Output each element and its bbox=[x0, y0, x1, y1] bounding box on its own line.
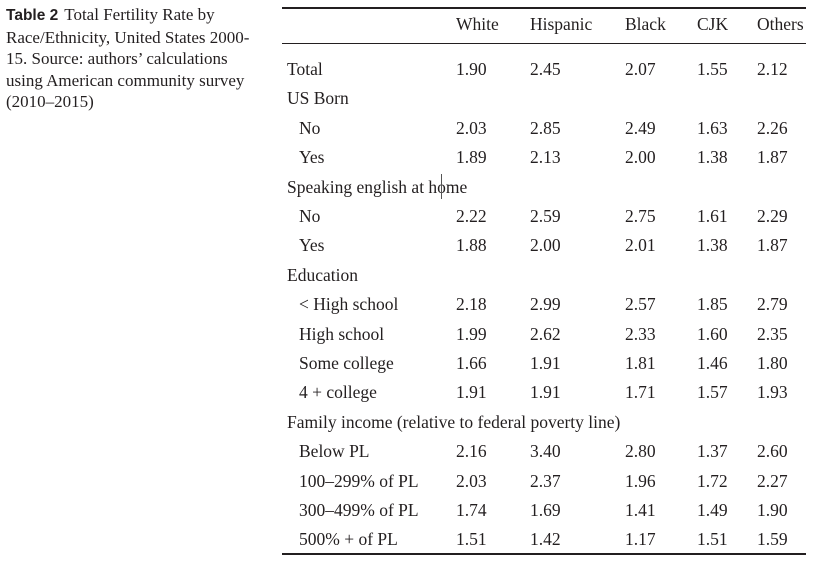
table-cell: 2.79 bbox=[757, 294, 788, 315]
table-cell: 1.63 bbox=[697, 117, 728, 138]
table-cell: 2.00 bbox=[625, 147, 656, 168]
column-header: Black bbox=[625, 14, 666, 34]
table-cell: 2.26 bbox=[757, 117, 788, 138]
table-cell: 2.01 bbox=[625, 235, 656, 256]
table-cell: 2.00 bbox=[530, 235, 561, 256]
table-top-rule bbox=[282, 7, 806, 9]
column-header: Others bbox=[757, 14, 804, 34]
table-cell: 1.51 bbox=[697, 529, 728, 550]
table-cell: 2.35 bbox=[757, 323, 788, 344]
table-cell: 2.27 bbox=[757, 470, 788, 491]
table-cell: 1.55 bbox=[697, 59, 728, 79]
section-heading: Education bbox=[287, 264, 358, 285]
table-cell: 1.37 bbox=[697, 441, 728, 462]
table-cell: 2.59 bbox=[530, 206, 561, 226]
table-cell: 1.46 bbox=[697, 353, 728, 373]
table-cell: 2.57 bbox=[625, 294, 656, 315]
row-label: Yes bbox=[299, 147, 325, 168]
row-label: 100–299% of PL bbox=[299, 470, 419, 491]
table-cell: 2.29 bbox=[757, 206, 788, 226]
table-cell: 2.60 bbox=[757, 441, 788, 462]
text-cursor bbox=[441, 174, 442, 199]
row-label: Yes bbox=[299, 235, 325, 256]
section-heading: Speaking english at home bbox=[287, 176, 468, 197]
table-cell: 2.12 bbox=[757, 59, 788, 79]
table-cell: 1.59 bbox=[757, 529, 788, 550]
table-caption: Table 2 Total Fertility Rate by Race/Ethn… bbox=[6, 4, 268, 113]
column-header: White bbox=[456, 14, 499, 34]
table-cell: 1.60 bbox=[697, 323, 728, 344]
row-label: High school bbox=[299, 323, 385, 344]
table-cell: 1.88 bbox=[456, 235, 487, 256]
table-cell: 2.62 bbox=[530, 323, 561, 344]
column-header: CJK bbox=[697, 14, 729, 34]
table-cell: 2.03 bbox=[456, 117, 487, 138]
table-cell: 1.85 bbox=[697, 294, 728, 315]
table-cell: 1.90 bbox=[757, 500, 788, 520]
row-label: No bbox=[299, 206, 321, 226]
table-cell: 1.80 bbox=[757, 353, 788, 373]
table-cell: 1.17 bbox=[625, 529, 656, 550]
table-cell: 2.16 bbox=[456, 441, 487, 462]
table-cell: 1.38 bbox=[697, 235, 728, 256]
table-cell: 2.80 bbox=[625, 441, 656, 462]
table-cell: 2.75 bbox=[625, 206, 656, 226]
table-cell: 2.99 bbox=[530, 294, 561, 315]
table-cell: 1.38 bbox=[697, 147, 728, 168]
table-cell: 1.72 bbox=[697, 470, 728, 491]
table-cell: 2.45 bbox=[530, 59, 561, 79]
row-label: 500% + of PL bbox=[299, 529, 398, 550]
table-cell: 2.33 bbox=[625, 323, 656, 344]
row-label: Below PL bbox=[299, 441, 370, 462]
table-cell: 1.87 bbox=[757, 147, 788, 168]
table-cell: 1.91 bbox=[530, 382, 561, 403]
table-cell: 1.91 bbox=[530, 353, 561, 373]
table-cell: 1.91 bbox=[456, 382, 487, 403]
section-heading: US Born bbox=[287, 88, 349, 109]
table-cell: 1.81 bbox=[625, 353, 656, 373]
row-label: 4 + college bbox=[299, 382, 377, 403]
column-header: Hispanic bbox=[530, 14, 593, 34]
table-cell: 2.03 bbox=[456, 470, 487, 491]
table-cell: 1.69 bbox=[530, 500, 561, 520]
table-cell: 2.07 bbox=[625, 59, 656, 79]
table-cell: 1.71 bbox=[625, 382, 656, 403]
table-cell: 2.22 bbox=[456, 206, 487, 226]
table-header-rule bbox=[282, 43, 806, 44]
row-label: < High school bbox=[299, 294, 399, 315]
row-label: Total bbox=[287, 59, 323, 79]
table-cell: 1.57 bbox=[697, 382, 728, 403]
row-label: No bbox=[299, 117, 321, 138]
table-cell: 1.66 bbox=[456, 353, 487, 373]
table-cell: 1.89 bbox=[456, 147, 487, 168]
caption-text: Total Fertility Rate by Race/Ethnicity, … bbox=[6, 5, 250, 111]
table-cell: 1.74 bbox=[456, 500, 487, 520]
table-cell: 2.18 bbox=[456, 294, 487, 315]
table-cell: 2.85 bbox=[530, 117, 561, 138]
table-cell: 1.61 bbox=[697, 206, 728, 226]
table-cell: 1.96 bbox=[625, 470, 656, 491]
table-cell: 2.49 bbox=[625, 117, 656, 138]
table-cell: 1.93 bbox=[757, 382, 788, 403]
table-label: Table 2 bbox=[6, 7, 59, 24]
row-label: Some college bbox=[299, 353, 394, 373]
table-cell: 1.99 bbox=[456, 323, 487, 344]
row-label: 300–499% of PL bbox=[299, 500, 419, 520]
table-cell: 1.41 bbox=[625, 500, 656, 520]
table-bottom-rule bbox=[282, 553, 806, 555]
table-cell: 1.49 bbox=[697, 500, 728, 520]
table-cell: 3.40 bbox=[530, 441, 561, 462]
section-heading: Family income (relative to federal pover… bbox=[287, 411, 621, 432]
table-cell: 1.42 bbox=[530, 529, 561, 550]
table-cell: 1.51 bbox=[456, 529, 487, 550]
table-cell: 1.90 bbox=[456, 59, 487, 79]
table-cell: 2.13 bbox=[530, 147, 561, 168]
table-cell: 1.87 bbox=[757, 235, 788, 256]
table-cell: 2.37 bbox=[530, 470, 561, 491]
